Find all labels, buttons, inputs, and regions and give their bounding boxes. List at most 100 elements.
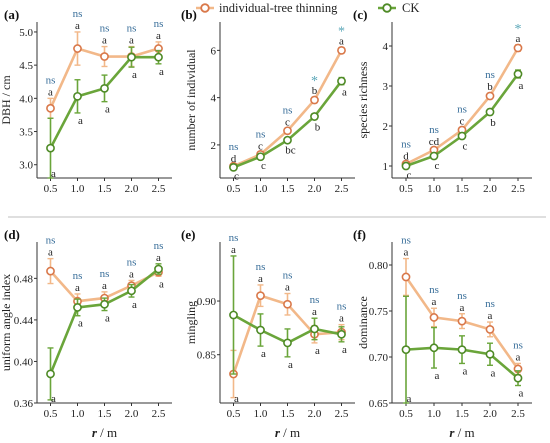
legend-marker-thin [200,3,210,13]
data-point-thin [485,324,495,334]
x-axis-label-symbol: r [92,425,98,440]
sig-marker: ns [100,268,110,280]
x-tick-label: 1.0 [427,408,441,420]
y-tick-label: 0.85 [197,350,217,362]
y-tick-label: 4.0 [19,93,33,105]
sig-marker: ns [429,284,439,296]
sig-letter: a [159,66,164,78]
data-point-ck [46,369,55,379]
x-tick-label: 2.5 [335,408,349,420]
sig-letter: a [75,282,80,294]
y-tick-label: 0.75 [369,306,389,318]
data-point-thin [401,272,411,282]
x-axis-label-unit: / m [280,425,300,440]
x-tick-label: 2.0 [308,183,322,195]
sig-letter: a [231,244,236,256]
x-tick-label: 1.5 [281,183,295,195]
x-tick-label: 1.5 [455,183,469,195]
sig-letter: a [102,35,107,47]
data-point-ck [485,107,495,117]
legend: individual-tree thinning CK [196,1,419,15]
sig-marker: ns [256,261,266,273]
sig-marker: * [311,74,318,89]
x-tick-label: 1.0 [71,183,85,195]
data-point-ck [73,303,82,312]
sig-letter: a [342,344,347,356]
data-point-ck [100,83,109,93]
data-point-ck [401,345,411,355]
panel-label: (c) [353,7,367,22]
sig-letter: a [432,296,437,308]
x-tick-label: 2.5 [335,183,349,195]
data-point-ck [513,69,523,79]
sig-letter: c [463,140,468,152]
sig-letter: a [312,306,317,318]
data-point-thin [337,45,346,55]
sig-letter: a [491,367,496,379]
legend-marker-ck [382,3,392,13]
sig-marker: ns [73,270,83,282]
sig-marker: ns [485,298,495,310]
y-tick-label: 2 [211,140,217,152]
panel-1: 3.0 3.5 4.0 4.5 5.0 0.5 1.0 1.5 2.0 2.5 (a) DBH / c… [0,7,172,195]
x-tick-label: 2.5 [511,408,525,420]
x-tick-label: 1.0 [427,183,441,195]
x-tick-label: 1.0 [71,408,85,420]
sig-letter: a [234,393,239,405]
y-axis-label: species richness [356,61,370,138]
data-point-thin [283,299,292,309]
sig-letter: a [519,80,524,92]
data-point-ck [337,76,346,86]
sig-letter: a [288,359,293,371]
panels: 3.0 3.5 4.0 4.5 5.0 0.5 1.0 1.5 2.0 2.5 (a) DBH / c… [0,7,532,440]
sig-letter: a [342,87,347,99]
y-tick-label: 4 [211,93,217,105]
y-tick-label: 0.65 [369,398,389,410]
x-tick-label: 1.5 [281,408,295,420]
sig-marker: ns [46,74,56,86]
x-tick-label: 1.0 [254,183,268,195]
sig-letter: a [156,30,161,42]
sig-letter: a [78,318,83,330]
x-axis-label-unit: / m [454,425,474,440]
data-point-thin [46,103,55,113]
x-tick-label: 2.0 [483,183,497,195]
sig-letter: a [339,313,344,325]
sig-marker: ns [485,69,495,81]
y-tick-label: 0.90 [197,296,217,308]
sig-letter: a [129,268,134,280]
sig-marker: ns [283,104,293,116]
sig-letter: a [519,388,524,400]
sig-marker: ns [154,18,164,30]
sig-letter: a [102,280,107,292]
y-tick-label: 4 [383,41,389,53]
x-axis-label: r / m [449,425,474,440]
y-tick-label: 0.70 [369,352,389,364]
x-tick-label: 0.5 [227,408,241,420]
panel-label: (a) [4,7,19,22]
data-point-ck [401,161,411,171]
sig-letter: b [315,121,321,133]
sig-letter: a [435,370,440,382]
panel-4: 0.36 0.40 0.44 0.48 0.5 1.0 1.5 2.0 2.5 (d) unifor… [0,227,172,440]
sig-letter: a [105,104,110,116]
sig-marker: ns [429,124,439,136]
sig-marker: ns [401,235,411,247]
panel-label: (d) [4,227,20,242]
y-tick-label: 0.36 [14,398,34,410]
sig-letter: a [132,69,137,81]
x-axis-label: r / m [92,425,117,440]
y-axis-label: uniform angle index [0,274,13,371]
sig-letter: c [435,160,440,172]
data-point-ck [154,52,163,62]
sig-letter: a [261,348,266,360]
sig-letter: a [159,278,164,290]
legend-label-thin: individual-tree thinning [219,1,338,15]
sig-letter: a [404,247,409,259]
y-tick-label: 0.80 [369,260,389,272]
sig-marker: ns [127,23,137,35]
sig-marker: ns [100,23,110,35]
sig-letter: cd [429,136,440,148]
